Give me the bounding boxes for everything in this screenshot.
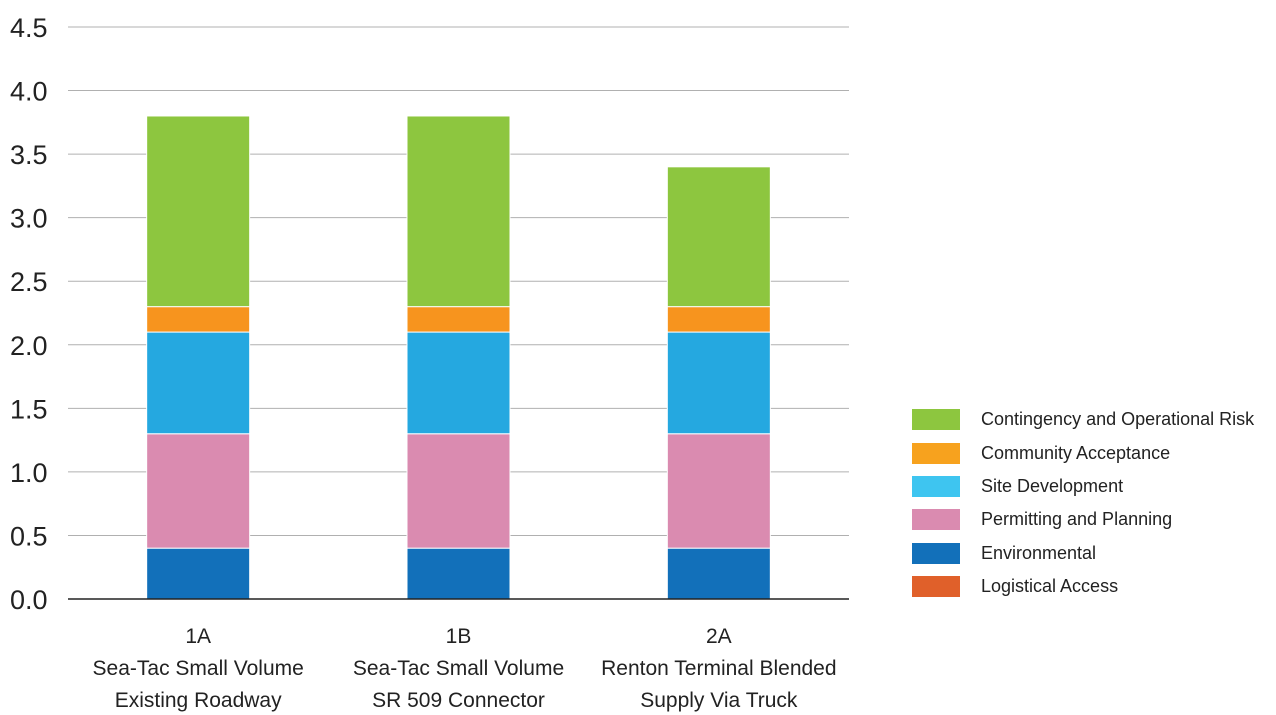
- legend-item-contingency-and-operational-risk: Contingency and Operational Risk: [912, 403, 1254, 436]
- x-category-label: 1B: [446, 625, 472, 648]
- y-tick-label: 4.5: [10, 13, 48, 43]
- legend-label: Environmental: [981, 542, 1097, 563]
- legend-swatch: [912, 442, 960, 464]
- y-tick-label: 2.0: [10, 331, 48, 361]
- bar-segment-permitting-and-planning-1b: [406, 433, 511, 549]
- bar-segment-site-development-2a: [666, 331, 771, 435]
- bar-segment-environmental-1a: [146, 547, 251, 600]
- y-tick-label: 3.5: [10, 140, 48, 170]
- legend-swatch: [912, 576, 960, 598]
- y-tick-label: 0.0: [10, 585, 48, 615]
- legend-swatch: [912, 409, 960, 431]
- y-tick-label: 0.5: [10, 521, 48, 551]
- bar-segment-community-acceptance-1b: [406, 306, 511, 333]
- legend-item-site-development: Site Development: [912, 470, 1254, 503]
- y-tick-label: 3.0: [10, 204, 48, 234]
- x-category-label: Sea-Tac Small Volume: [93, 657, 304, 680]
- legend-label: Site Development: [981, 475, 1124, 496]
- y-axis-ticks: 0.0 0.5 1.0 1.5 2.0 2.5 3.0 3.5 4.0 4.5: [10, 13, 48, 615]
- bar-segment-contingency-and-operational-risk-1a: [146, 115, 251, 308]
- y-tick-label: 1.5: [10, 394, 48, 424]
- stacked-bar-chart: 0.0 0.5 1.0 1.5 2.0 2.5 3.0 3.5 4.0 4.5 1A Sea-Tac…: [10, 13, 849, 712]
- legend-swatch: [912, 509, 960, 531]
- x-category-label: Supply Via Truck: [640, 689, 798, 712]
- bar-segment-permitting-and-planning-1a: [146, 433, 251, 549]
- legend-item-community-acceptance: Community Acceptance: [912, 436, 1254, 469]
- x-category-label: 1A: [185, 625, 211, 648]
- legend-label: Community Acceptance: [981, 442, 1171, 463]
- bar-segment-environmental-2a: [666, 547, 771, 600]
- bar-segment-environmental-1b: [406, 547, 511, 600]
- x-category-label: SR 509 Connector: [372, 689, 545, 712]
- legend-swatch: [912, 475, 960, 497]
- y-tick-label: 4.0: [10, 77, 48, 107]
- bar-segment-community-acceptance-1a: [146, 306, 251, 333]
- legend-item-logistical-access: Logistical Access: [912, 570, 1254, 603]
- y-tick-label: 2.5: [10, 267, 48, 297]
- bar-segment-community-acceptance-2a: [666, 306, 771, 333]
- bar-segment-contingency-and-operational-risk-2a: [666, 166, 771, 308]
- bar-segment-site-development-1a: [146, 331, 251, 435]
- bar-segment-site-development-1b: [406, 331, 511, 435]
- x-category-label: Existing Roadway: [115, 689, 282, 712]
- legend: Contingency and Operational Risk Communit…: [912, 403, 1254, 603]
- x-axis-labels: 1A Sea-Tac Small Volume Existing Roadway 1B…: [93, 625, 837, 712]
- legend-swatch: [912, 542, 960, 564]
- legend-item-permitting-and-planning: Permitting and Planning: [912, 503, 1254, 536]
- x-category-label: Renton Terminal Blended: [601, 657, 836, 680]
- x-category-label: 2A: [706, 625, 732, 648]
- x-category-label: Sea-Tac Small Volume: [353, 657, 564, 680]
- legend-label: Logistical Access: [981, 576, 1119, 597]
- legend-label: Contingency and Operational Risk: [981, 409, 1255, 430]
- legend-label: Permitting and Planning: [981, 509, 1173, 530]
- bar-segment-permitting-and-planning-2a: [666, 433, 771, 549]
- bars: [146, 115, 771, 600]
- bar-segment-contingency-and-operational-risk-1b: [406, 115, 511, 308]
- y-tick-label: 1.0: [10, 458, 48, 488]
- legend-item-environmental: Environmental: [912, 537, 1254, 570]
